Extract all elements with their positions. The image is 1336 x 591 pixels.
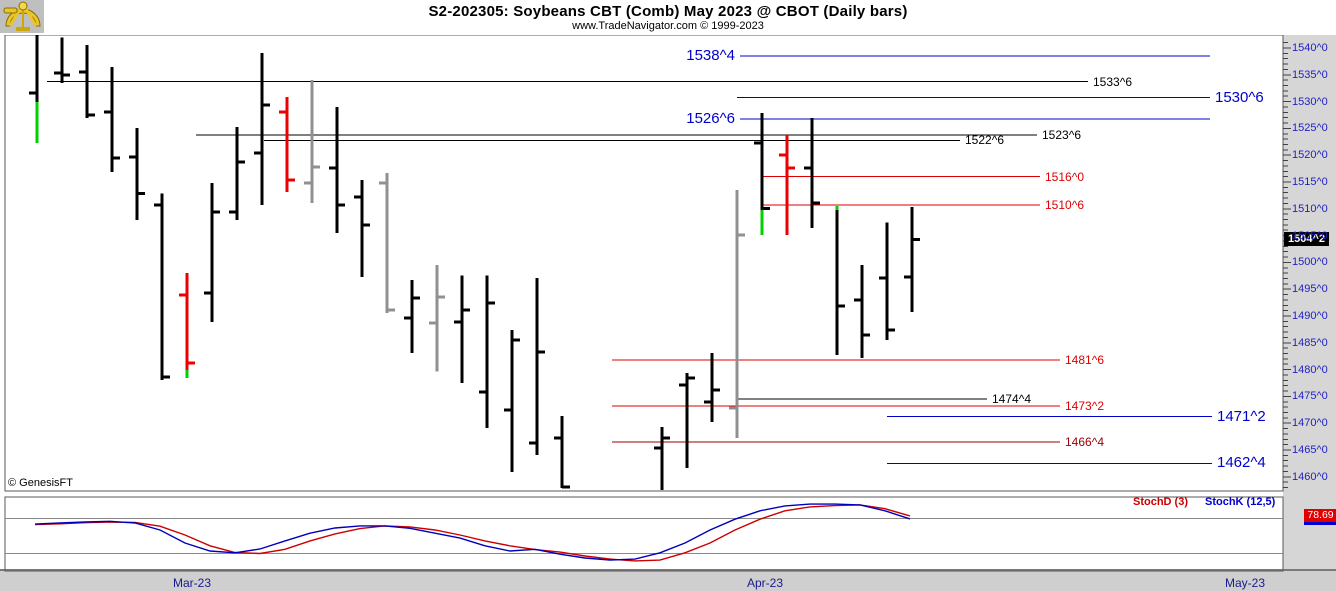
ohlc-bar [704, 352, 720, 423]
price-axis-label: 1465^0 [1292, 444, 1328, 456]
month-label-may: May-23 [1224, 576, 1266, 590]
level-label: 1538^4 [686, 47, 735, 65]
price-axis-label: 1505^0 [1292, 229, 1328, 242]
main-panel-border [4, 34, 1284, 492]
ohlc-bar [379, 172, 395, 313]
level-label: 1474^4 [992, 392, 1031, 407]
chart-title: S2-202305: Soybeans CBT (Comb) May 2023 … [428, 3, 908, 20]
price-axis-label: 1470^0 [1292, 417, 1328, 430]
chart-header: S2-202305: Soybeans CBT (Comb) May 2023 … [0, 0, 1336, 35]
price-axis-strip [1283, 35, 1336, 571]
stoch-d-legend[interactable]: StochD (3) [1133, 496, 1188, 508]
ohlc-bar [479, 275, 495, 429]
time-axis-strip [0, 571, 1336, 591]
ohlc-bar [404, 280, 420, 353]
level-label: 1533^6 [1093, 74, 1132, 89]
level-label: 1466^4 [1065, 434, 1104, 449]
last-price-badge: 1504^2 [1284, 232, 1329, 246]
ohlc-bar [554, 416, 570, 489]
ohlc-bar [729, 190, 745, 439]
ohlc-bar [79, 44, 95, 119]
price-axis-label: 1485^0 [1292, 336, 1328, 349]
price-axis-label: 1460^0 [1292, 470, 1328, 483]
level-label: 1471^2 [1217, 407, 1266, 425]
ohlc-bar [779, 134, 795, 236]
price-axis-label: 1530^0 [1292, 95, 1328, 108]
ohlc-bar [29, 35, 39, 143]
ohlc-bar [879, 222, 895, 341]
price-axis-label: 1475^0 [1292, 390, 1328, 403]
ohlc-bar [154, 193, 170, 380]
level-label: 1473^2 [1065, 398, 1104, 413]
ohlc-bar [429, 265, 445, 372]
stoch-value-badge: 78.69 [1304, 509, 1336, 522]
gold-sextant-icon [3, 1, 41, 31]
ohlc-bar [54, 37, 70, 83]
ohlc-bar [329, 106, 345, 233]
ohlc-bar [129, 127, 145, 221]
month-label-apr: Apr-23 [746, 576, 784, 590]
ohlc-bar [754, 112, 770, 236]
level-label: 1481^6 [1065, 353, 1104, 368]
ohlc-bar [229, 126, 245, 221]
price-axis-label: 1540^0 [1292, 42, 1328, 54]
level-label: 1522^6 [965, 133, 1004, 148]
month-label-mar: Mar-23 [172, 576, 212, 590]
stoch-panel-border [4, 496, 1284, 572]
level-label: 1530^6 [1215, 88, 1264, 106]
price-axis-label: 1480^0 [1292, 363, 1328, 376]
price-axis-label: 1500^0 [1292, 256, 1328, 269]
stoch-k-badge-edge [1304, 522, 1336, 525]
price-axis-label: 1490^0 [1292, 310, 1328, 322]
level-label: 1526^6 [686, 110, 735, 128]
genesisft-logo [0, 0, 44, 33]
price-axis-label: 1525^0 [1292, 122, 1328, 135]
price-axis-label: 1495^0 [1292, 283, 1328, 296]
price-axis-label: 1535^0 [1292, 68, 1328, 81]
ohlc-bar [904, 207, 920, 313]
ohlc-bar [835, 206, 845, 356]
ohlc-bar [654, 426, 670, 490]
ohlc-bar [529, 277, 545, 455]
price-axis-label: 1520^0 [1292, 149, 1328, 162]
level-label: 1462^4 [1217, 454, 1266, 472]
price-axis-label: 1515^0 [1292, 176, 1328, 188]
stoch-d-line [34, 504, 911, 562]
ohlc-bar [854, 265, 870, 358]
ohlc-bar [254, 52, 270, 206]
copyright-label: © GenesisFT [8, 477, 73, 489]
ohlc-bar [504, 329, 520, 472]
ohlc-bar [179, 273, 195, 379]
level-label: 1523^6 [1042, 128, 1081, 143]
level-label: 1510^6 [1045, 197, 1084, 212]
chart-subtitle: www.TradeNavigator.com © 1999-2023 [572, 20, 764, 32]
price-axis-label: 1510^0 [1292, 202, 1328, 215]
ohlc-bar [304, 80, 320, 203]
ohlc-bar [354, 179, 370, 277]
ohlc-bar [104, 66, 120, 172]
level-label: 1516^0 [1045, 169, 1084, 184]
ohlc-bar [279, 96, 295, 193]
stoch-k-line [34, 503, 911, 561]
stoch-k-legend[interactable]: StochK (12,5) [1205, 496, 1276, 508]
ohlc-bar [204, 183, 220, 322]
ohlc-bar [454, 275, 470, 383]
ohlc-bar [804, 118, 820, 229]
ohlc-bar [679, 372, 695, 469]
